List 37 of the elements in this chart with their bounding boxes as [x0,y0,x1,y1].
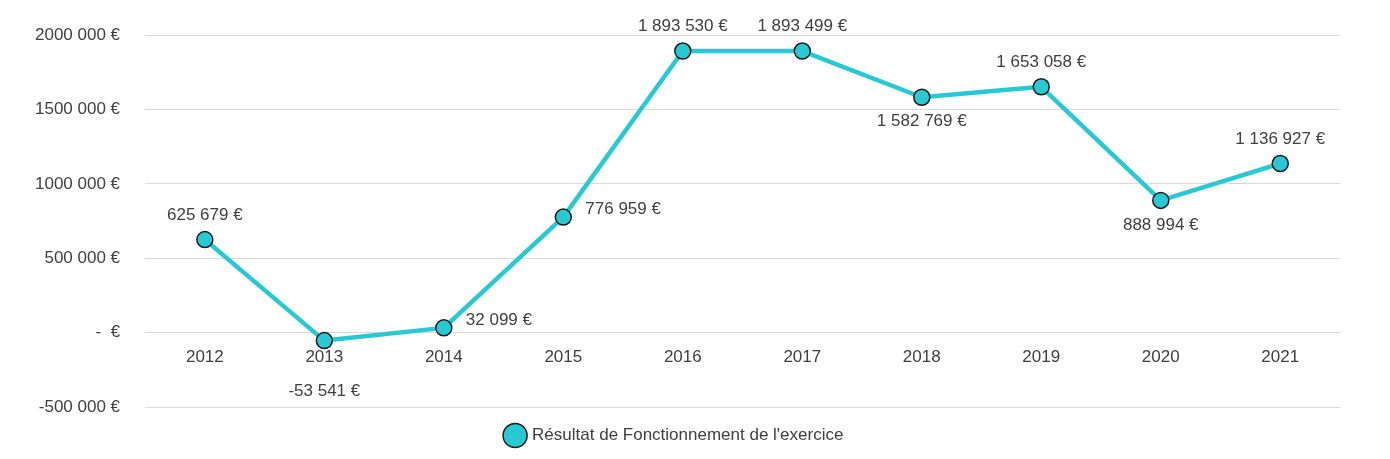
point [315,331,334,350]
point [1032,78,1051,96]
point [1152,191,1170,210]
y-tick-label: 500 000 € [44,247,121,267]
data-label: 776 959 € [585,198,662,218]
y-tick-label: - € [95,322,121,342]
y-tick-label: 1500 000 € [34,99,121,119]
point [793,42,812,60]
point [1271,154,1289,173]
data-label: 1 136 927 € [1235,128,1326,148]
x-tick-label: 2012 [185,346,224,366]
data-label: -53 541 € [288,380,361,400]
data-label: 1 893 530 € [637,16,729,36]
data-label: 1 582 769 € [876,111,968,131]
x-tick-label: 2013 [305,346,344,366]
legend-label: Résultat de Fonctionnement de l'exercice [532,425,844,445]
point [554,208,573,226]
point [435,319,453,337]
x-tick-label: 2014 [424,346,463,366]
point [913,88,931,106]
data-label: 1 653 058 € [996,51,1087,71]
x-tick-label: 2015 [544,346,583,366]
data-label: 888 994 € [1122,214,1200,234]
x-tick-label: 2019 [1022,346,1061,366]
point [674,42,692,60]
x-tick-label: 2018 [902,346,941,366]
data-label: 32 099 € [465,309,533,329]
y-tick-label: -500 000 € [38,396,121,416]
y-tick-label: 2000 000 € [34,24,121,44]
data-label: 625 679 € [167,204,244,224]
point [196,230,214,249]
x-tick-label: 2020 [1141,346,1180,366]
x-tick-label: 2017 [783,346,822,366]
data-label: 1 893 499 € [757,16,848,36]
x-tick-label: 2021 [1261,346,1300,366]
x-tick-label: 2016 [663,346,702,366]
y-tick-label: 1000 000 € [34,173,121,193]
